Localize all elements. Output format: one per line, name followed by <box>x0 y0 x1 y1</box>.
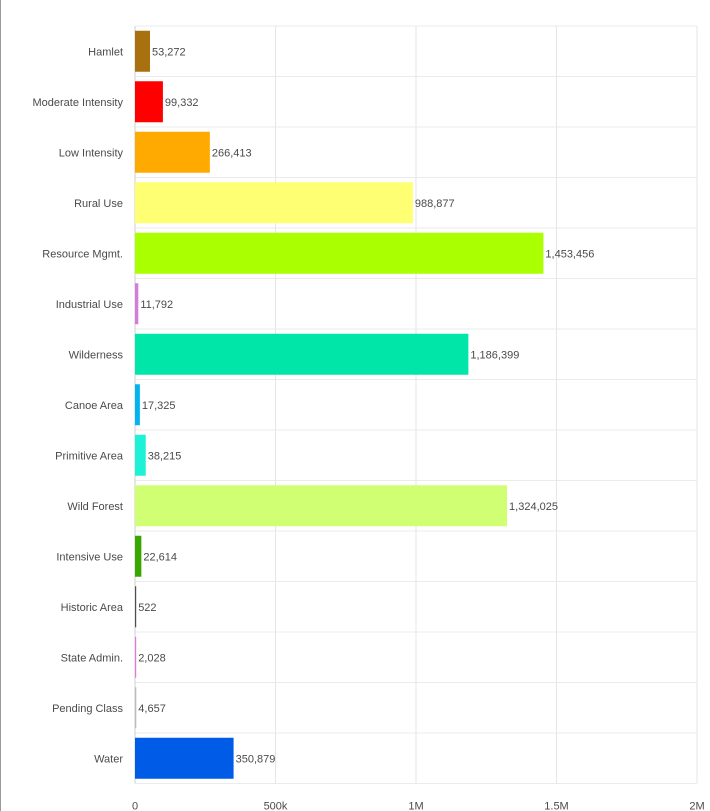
bar-rural-use[interactable] <box>135 182 413 224</box>
category-label: Low Intensity <box>59 147 124 159</box>
bar-historic-area[interactable] <box>135 586 137 628</box>
category-label: Canoe Area <box>65 400 124 412</box>
x-tick-label: 0 <box>132 801 138 811</box>
bar-hamlet[interactable] <box>135 30 150 72</box>
category-label: State Admin. <box>61 652 123 664</box>
value-label: 1,453,456 <box>545 248 594 260</box>
x-tick-label: 500k <box>264 801 288 811</box>
bar-pending-class[interactable] <box>135 687 137 729</box>
x-tick-label: 2M <box>689 801 704 811</box>
category-labels: Hamlet Moderate Intensity Low Intensity Rur… <box>33 46 124 765</box>
bar-industrial-use[interactable] <box>135 283 139 325</box>
category-label: Resource Mgmt. <box>42 248 123 260</box>
value-label: 4,657 <box>138 703 166 715</box>
value-label: 11,792 <box>140 299 173 311</box>
category-label: Primitive Area <box>55 450 124 462</box>
bar-wild-forest[interactable] <box>135 485 508 527</box>
x-tick-label: 1M <box>408 801 423 811</box>
bar-intensive-use[interactable] <box>135 535 142 577</box>
category-label: Historic Area <box>61 602 124 614</box>
value-label: 988,877 <box>415 198 455 210</box>
value-label: 1,186,399 <box>470 349 519 361</box>
value-label: 2,028 <box>138 652 166 664</box>
x-axis-ticks: 0 500k 1M 1.5M 2M <box>132 801 705 811</box>
value-labels: 53,272 99,332 266,413 988,877 1,453,456 11,79… <box>138 46 594 765</box>
value-label: 17,325 <box>142 400 176 412</box>
category-label: Wilderness <box>69 349 124 361</box>
value-label: 266,413 <box>212 147 252 159</box>
value-label: 522 <box>138 602 156 614</box>
category-label: Intensive Use <box>56 551 123 563</box>
category-label: Industrial Use <box>56 299 123 311</box>
bars <box>135 30 544 779</box>
bar-low-intensity[interactable] <box>135 131 210 173</box>
value-label: 350,879 <box>236 753 276 765</box>
x-tick-label: 1.5M <box>544 801 568 811</box>
bar-water[interactable] <box>135 737 234 779</box>
category-label: Hamlet <box>88 46 123 58</box>
value-label: 99,332 <box>165 97 199 109</box>
bar-canoe-area[interactable] <box>135 384 140 426</box>
category-label: Wild Forest <box>67 501 123 513</box>
value-label: 53,272 <box>152 46 186 58</box>
bar-resource-mgmt[interactable] <box>135 232 544 274</box>
gridlines <box>134 25 698 784</box>
value-label: 22,614 <box>143 551 177 563</box>
bar-wilderness[interactable] <box>135 333 469 375</box>
category-label: Moderate Intensity <box>33 97 124 109</box>
bar-state-admin[interactable] <box>135 636 137 678</box>
bar-moderate-intensity[interactable] <box>135 81 163 123</box>
value-label: 1,324,025 <box>509 501 558 513</box>
category-label: Rural Use <box>74 198 123 210</box>
category-label: Water <box>94 753 123 765</box>
value-label: 38,215 <box>148 450 182 462</box>
bar-primitive-area[interactable] <box>135 434 146 476</box>
category-label: Pending Class <box>52 703 123 715</box>
